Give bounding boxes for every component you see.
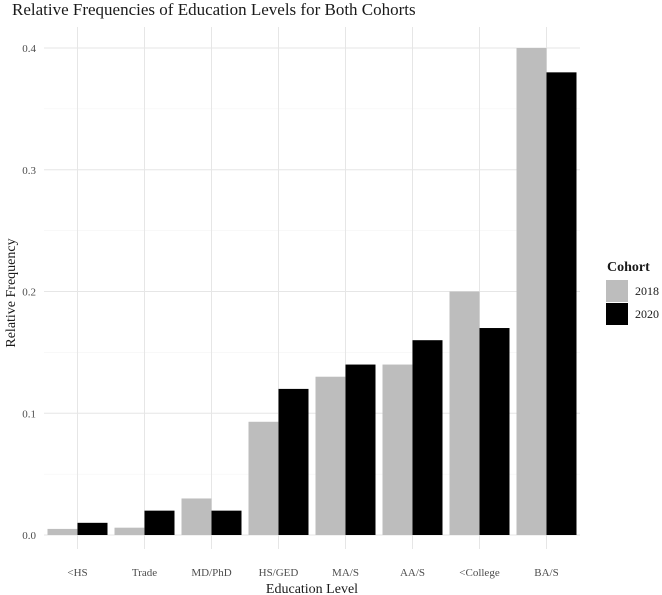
bar-2018-<College [449,291,480,535]
legend: Cohort 2018 2020 [606,260,659,325]
y-tick-label: 0.4 [22,43,36,55]
legend-swatch-2020 [606,303,628,325]
bar-2018-Trade [114,527,145,535]
bar-2018-<HS [47,528,78,535]
bar-2020-BA/S [546,72,577,535]
bar-2018-BA/S [516,48,547,535]
x-tick-label: <College [459,567,500,579]
x-tick-label: HS/GED [259,567,299,579]
x-tick-label: MD/PhD [191,567,231,579]
x-tick-label: AA/S [400,567,425,579]
y-tick-label: 0.2 [22,287,36,299]
bar-2018-HS/GED [248,421,279,535]
legend-label-2018: 2018 [635,284,659,298]
bar-2020-MD/PhD [211,510,242,535]
x-axis-title: Education Level [266,582,358,595]
x-tick-label: Trade [132,567,157,579]
y-axis-ticks: 0.0 0.1 0.2 0.3 0.4 [22,43,36,542]
bar-2020-Trade [144,510,175,535]
y-axis-title: Relative Frequency [4,238,19,347]
bar-2018-MD/PhD [181,498,212,535]
x-axis-ticks: <HS Trade MD/PhD HS/GED MA/S AA/S <College BA/S [67,567,558,579]
chart-title: Relative Frequencies of Education Levels… [12,0,416,19]
bar-2020-<College [479,328,510,535]
y-tick-label: 0.3 [22,165,36,177]
legend-title: Cohort [607,260,650,275]
bar-2020-<HS [77,522,108,535]
bar-2018-AA/S [382,364,413,535]
bars [47,48,577,535]
bar-2020-HS/GED [278,388,309,535]
x-tick-label: BA/S [534,567,558,579]
bar-2020-MA/S [345,364,376,535]
bar-2018-MA/S [315,376,346,535]
x-tick-label: <HS [67,567,87,579]
y-tick-label: 0.1 [22,408,36,420]
bar-2020-AA/S [412,340,443,535]
legend-swatch-2018 [606,280,628,302]
legend-label-2020: 2020 [635,307,659,321]
y-tick-label: 0.0 [22,530,36,542]
x-tick-label: MA/S [332,567,359,579]
